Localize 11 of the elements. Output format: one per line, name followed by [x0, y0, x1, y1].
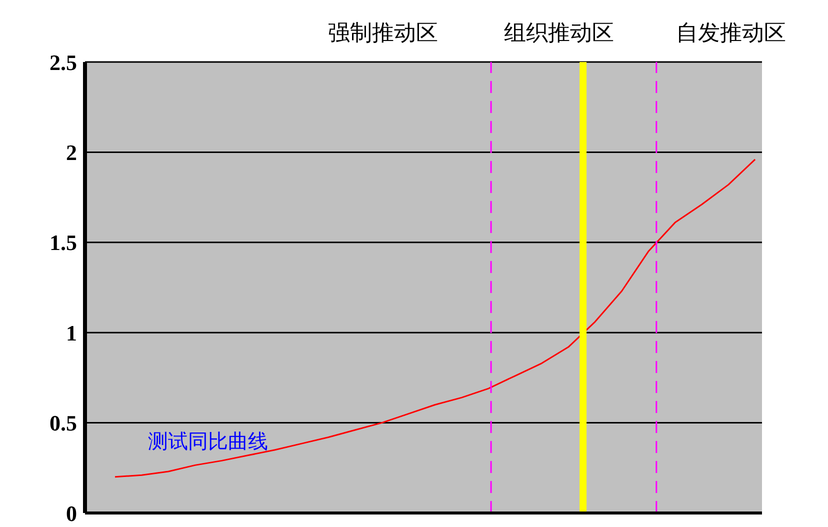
text: 自发推动区: [676, 21, 786, 46]
y-tick-label: 1: [66, 320, 77, 346]
y-tick-label: 1.5: [50, 230, 77, 256]
y-tick-label: 0: [66, 500, 77, 526]
y-tick-label: 2.5: [50, 50, 77, 75]
text: 强制推动区: [328, 21, 438, 46]
text: 组织推动区: [504, 21, 614, 46]
annotation: 测试同比曲线: [148, 429, 268, 453]
line-series: [114, 158, 756, 478]
y-tick-label: 2: [66, 140, 77, 166]
y-tick-label: 0.5: [50, 410, 77, 436]
